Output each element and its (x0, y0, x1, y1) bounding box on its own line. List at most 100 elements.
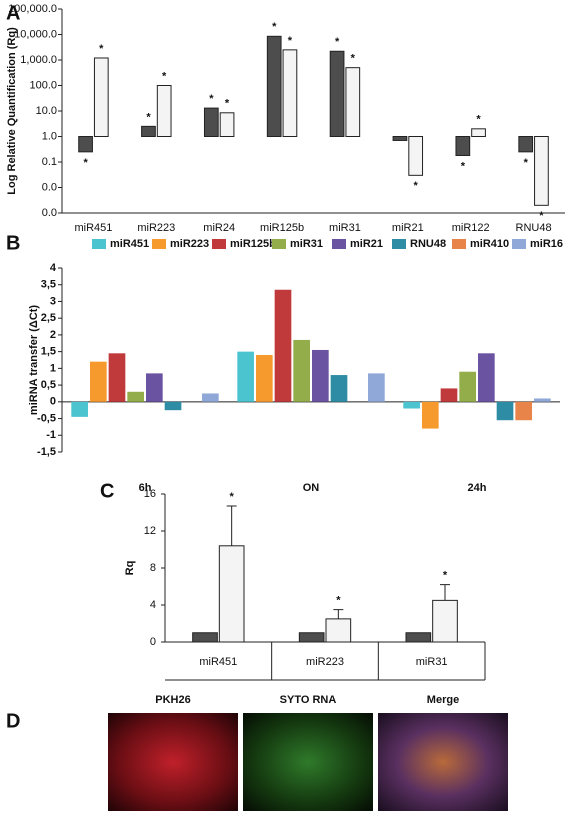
bar (368, 373, 385, 402)
panel-letter: B (6, 232, 20, 254)
significance-mark: * (539, 210, 544, 222)
image-label: Merge (427, 694, 459, 706)
bar (108, 353, 126, 402)
bar (496, 401, 514, 421)
bar (274, 289, 292, 402)
legend-label: miR16 (530, 238, 563, 250)
bar (89, 361, 107, 402)
y-tick-label: 1,5 (41, 346, 56, 358)
panel-letter: C (100, 480, 114, 502)
significance-mark: * (209, 93, 214, 105)
legend-label: RNU48 (410, 238, 446, 250)
y-tick-label: 0.0 (42, 207, 57, 219)
legend-swatch (392, 239, 406, 249)
bar (293, 339, 310, 402)
x-tick-label: miR223 (137, 222, 175, 234)
bar (266, 35, 282, 137)
y-axis-label: Log Relative Quantification (Rq) (6, 27, 18, 195)
y-axis-label: miRNA transfer (ΔCt) (28, 305, 40, 416)
x-tick-label: miR31 (329, 222, 361, 234)
bar (282, 49, 298, 137)
significance-mark: * (146, 111, 151, 123)
y-tick-label: 100,000.0 (8, 3, 57, 15)
y-tick-label: 0.1 (42, 156, 57, 168)
bar (255, 354, 273, 402)
x-tick-label: miR125b (260, 222, 304, 234)
legend-label: miR31 (290, 238, 323, 250)
bar (330, 375, 348, 402)
x-tick-label: miR21 (392, 222, 424, 234)
legend-label: miR223 (170, 238, 209, 250)
bar (127, 391, 144, 402)
x-tick-label: RNU48 (516, 222, 552, 234)
error-bar (226, 505, 237, 546)
panel-letter: D (6, 710, 20, 732)
x-tick-label: miR24 (203, 222, 235, 234)
significance-mark: * (443, 570, 448, 582)
image-label: PKH26 (155, 694, 190, 706)
legend-swatch (92, 239, 106, 249)
bar (421, 401, 439, 429)
bar (146, 373, 163, 402)
y-axis-label: Rq (124, 561, 136, 576)
y-tick-label: -1 (46, 429, 56, 441)
y-tick-label: 2,5 (41, 312, 56, 324)
significance-mark: * (461, 160, 466, 172)
legend-swatch (452, 239, 466, 249)
significance-mark: * (476, 114, 481, 126)
y-tick-label: 100.0 (29, 79, 57, 91)
significance-mark: * (162, 70, 167, 82)
legend-swatch (332, 239, 346, 249)
error-bar (333, 609, 344, 619)
x-tick-label: miR31 (416, 656, 448, 668)
bar (518, 136, 534, 153)
bar (218, 545, 245, 643)
y-tick-label: 10.0 (36, 105, 57, 117)
y-tick-label: 0,5 (41, 379, 56, 391)
panel-letter: A (6, 2, 20, 24)
error-bar (440, 584, 450, 601)
x-tick-label: miR223 (306, 656, 344, 668)
y-tick-label: -0,5 (37, 412, 56, 424)
y-tick-label: 10,000.0 (14, 28, 57, 40)
legend-label: miR451 (110, 238, 149, 250)
significance-mark: * (335, 36, 340, 48)
bar (534, 398, 551, 402)
bar (237, 351, 254, 402)
significance-mark: * (288, 35, 293, 47)
x-tick-label: 24h (468, 482, 487, 494)
bar (219, 112, 235, 138)
x-tick-label: miR451 (199, 656, 237, 668)
significance-mark: * (225, 98, 230, 110)
legend-label: miR410 (470, 238, 509, 250)
x-tick-label: 6h (139, 482, 152, 494)
bar (141, 125, 156, 138)
y-tick-label: 3 (50, 295, 56, 307)
legend-label: miR125b (230, 238, 276, 250)
significance-mark: * (83, 157, 88, 169)
bar (312, 349, 329, 402)
bar (71, 401, 88, 417)
bar (192, 632, 218, 643)
y-tick-label: 0 (150, 636, 156, 648)
legend-label: miR21 (350, 238, 383, 250)
bar (345, 67, 361, 137)
y-tick-label: 1,000.0 (20, 54, 57, 66)
significance-mark: * (336, 595, 341, 607)
x-tick-label: miR451 (74, 222, 112, 234)
bar (203, 107, 219, 137)
bar (156, 85, 172, 137)
legend-swatch (152, 239, 166, 249)
bar (405, 632, 432, 643)
bar (440, 388, 458, 402)
bar (515, 401, 533, 421)
y-tick-label: 2 (50, 329, 56, 341)
bar (459, 371, 476, 402)
bar (403, 401, 420, 409)
bar (329, 50, 345, 138)
y-tick-label: 4 (150, 599, 156, 611)
bar (93, 57, 109, 137)
y-tick-label: 0 (50, 396, 56, 408)
bar (78, 136, 93, 153)
